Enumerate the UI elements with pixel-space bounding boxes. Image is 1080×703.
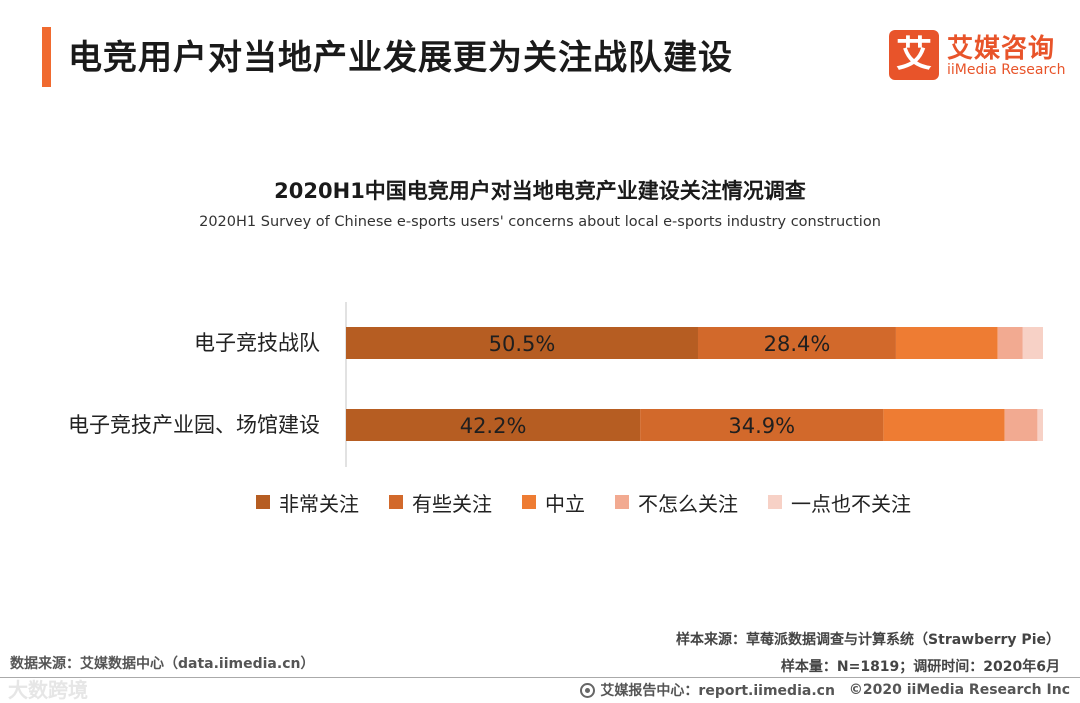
legend-item: 中立 [522,488,585,517]
bar-segment [997,327,1023,359]
logo-chinese-name: 艾媒咨询 [947,34,1056,64]
bar-segment [1022,327,1043,359]
copyright: ©2020 iiMedia Research Inc [848,682,1070,698]
data-label: 50.5% [489,332,556,356]
legend-swatch [768,495,782,509]
legend-swatch [389,495,403,509]
logo-english-name: iiMedia Research [947,62,1066,78]
legend-item: 不怎么关注 [615,488,738,517]
globe-icon [580,682,596,698]
legend-label: 一点也不关注 [791,491,911,516]
chart-legend: 非常关注 有些关注 中立 不怎么关注 一点也不关注 [256,487,941,517]
sample-info: 样本量：N=1819；调研时间：2020年6月 [780,659,1060,675]
data-source: 数据来源：艾媒数据中心（data.iimedia.cn） [10,656,315,672]
iimedia-logo: 艾 艾媒咨询 iiMedia Research [889,30,1079,82]
bar-segment [697,327,896,359]
chart-subtitle: 2020H1 Survey of Chinese e-sports users'… [199,214,881,230]
legend-label: 不怎么关注 [638,491,738,516]
legend-label: 有些关注 [412,491,492,516]
legend-item: 非常关注 [256,488,359,517]
sample-source: 样本来源：草莓派数据调查与计算系统（Strawberry Pie） [676,632,1060,648]
stacked-bar-chart: 电子竞技战队 50.5% 28.4% 电子竞技产业园、场馆建设 42.2% 34.9% [68,302,1043,467]
legend-label: 中立 [545,491,585,516]
data-label: 42.2% [460,414,527,438]
legend-swatch [256,495,270,509]
bar-segment [895,327,998,359]
page-title: 电竞用户对当地产业发展更为关注战队建设 [68,38,733,78]
footer-divider [0,677,1080,678]
title-accent-bar [42,27,51,87]
footer-credits: 艾媒报告中心：report.iimedia.cn ©2020 iiMedia R… [580,680,1070,700]
bar-segment [346,327,698,359]
bar-segment [1004,409,1038,441]
bar-segment [640,409,884,441]
legend-swatch [615,495,629,509]
data-label: 34.9% [728,414,795,438]
bar-segment [346,409,641,441]
category-label: 电子竞技战队 [194,331,320,355]
logo-mark-icon: 艾 [889,30,939,80]
report-center-link[interactable]: 艾媒报告中心：report.iimedia.cn [600,683,835,699]
legend-item: 有些关注 [389,488,492,517]
watermark-text: 大数跨境 [8,678,88,702]
legend-swatch [522,495,536,509]
legend-label: 非常关注 [279,491,359,516]
bar-segment [883,409,1005,441]
category-label: 电子竞技产业园、场馆建设 [68,413,320,437]
chart-title: 2020H1中国电竞用户对当地电竞产业建设关注情况调查 [274,179,806,203]
legend-item: 一点也不关注 [768,488,911,517]
data-label: 28.4% [764,332,831,356]
bar-segment [1037,409,1043,441]
